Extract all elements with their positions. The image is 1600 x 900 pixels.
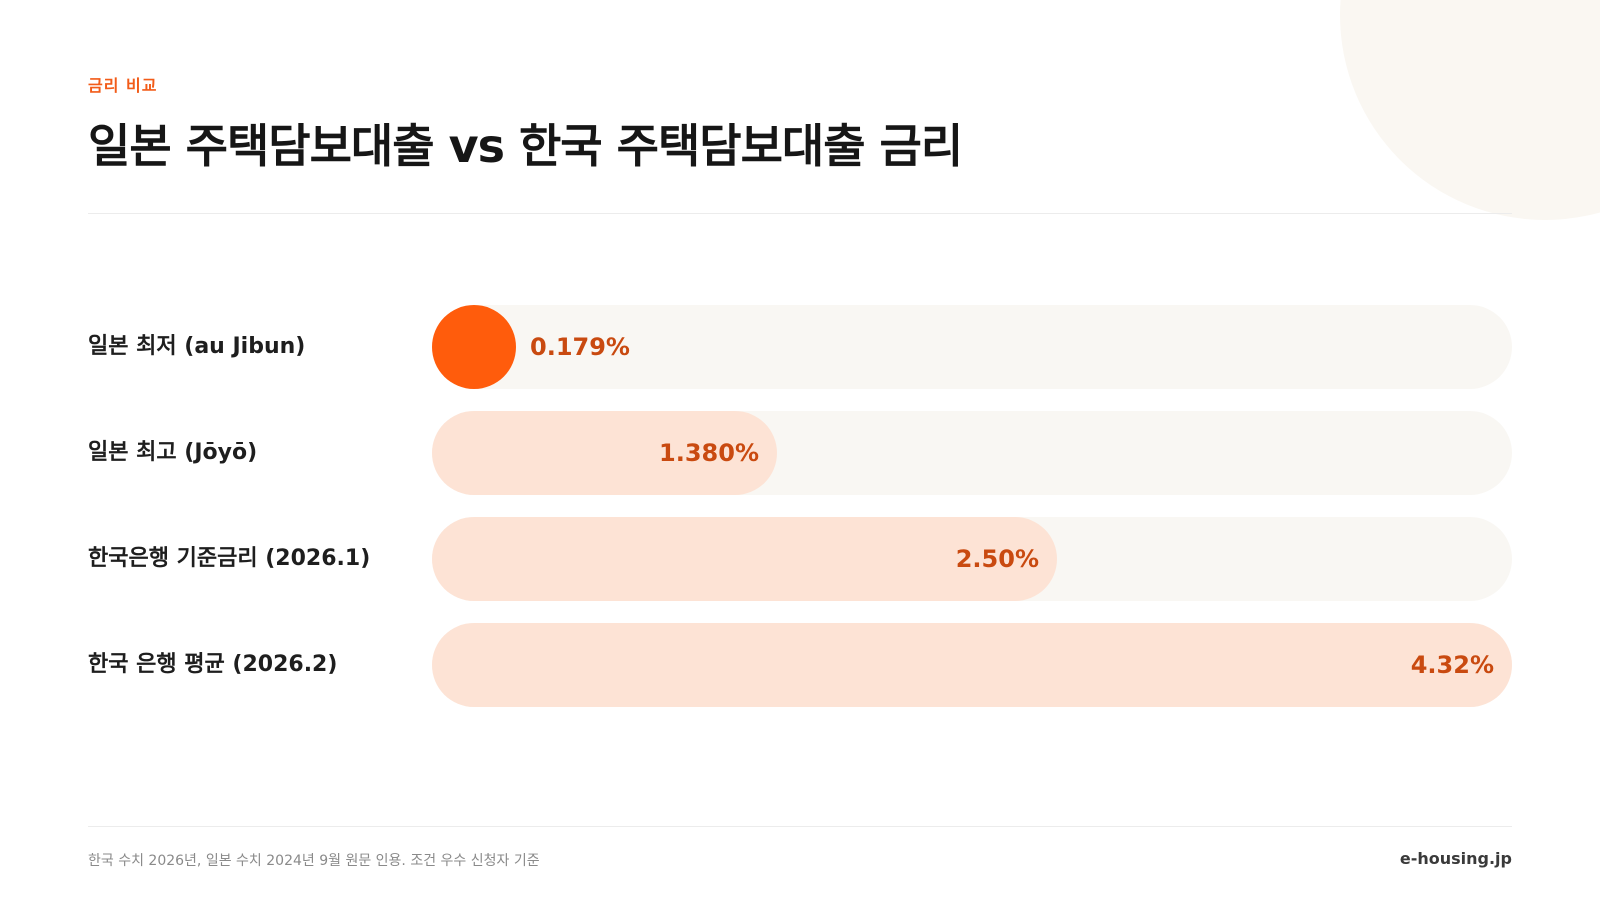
bar <box>432 411 777 495</box>
value-label: 0.179% <box>530 333 630 361</box>
footer-divider <box>88 826 1512 827</box>
bar-track: 4.32% <box>432 623 1512 707</box>
bar-track: 2.50% <box>432 517 1512 601</box>
bar-track: 0.179% <box>432 305 1512 389</box>
brand-name: e-housing.jp <box>1399 849 1512 868</box>
bar-row: 일본 최고 (Jōyō) 1.380% <box>88 411 1512 495</box>
category-label: 한국은행 기준금리 (2026.1) <box>88 546 371 571</box>
bar-row: 일본 최저 (au Jibun) 0.179% <box>88 305 1512 389</box>
category-label: 일본 최저 (au Jibun) <box>88 334 306 359</box>
section-eyebrow: 금리 비교 <box>88 76 158 95</box>
value-label: 2.50% <box>955 545 1039 573</box>
category-label: 일본 최고 (Jōyō) <box>88 440 258 465</box>
page-title: 일본 주택담보대출 vs 한국 주택담보대출 금리 <box>88 119 963 173</box>
bar-row: 한국 은행 평균 (2026.2) 4.32% <box>88 623 1512 707</box>
value-label: 1.380% <box>659 439 759 467</box>
bar <box>432 623 1512 707</box>
bar-track: 1.380% <box>432 411 1512 495</box>
header-divider <box>88 213 1512 214</box>
rate-comparison-chart: 일본 최저 (au Jibun) 0.179% 일본 최고 (Jōyō) 1.380%… <box>88 305 1512 715</box>
bar-row: 한국은행 기준금리 (2026.1) 2.50% <box>88 517 1512 601</box>
value-label: 4.32% <box>1410 651 1494 679</box>
bar <box>432 517 1057 601</box>
bar <box>432 305 516 389</box>
footnote: 한국 수치 2026년, 일본 수치 2024년 9월 원문 인용. 조건 우수… <box>88 853 540 869</box>
decorative-circle <box>1340 0 1600 220</box>
category-label: 한국 은행 평균 (2026.2) <box>88 652 338 677</box>
